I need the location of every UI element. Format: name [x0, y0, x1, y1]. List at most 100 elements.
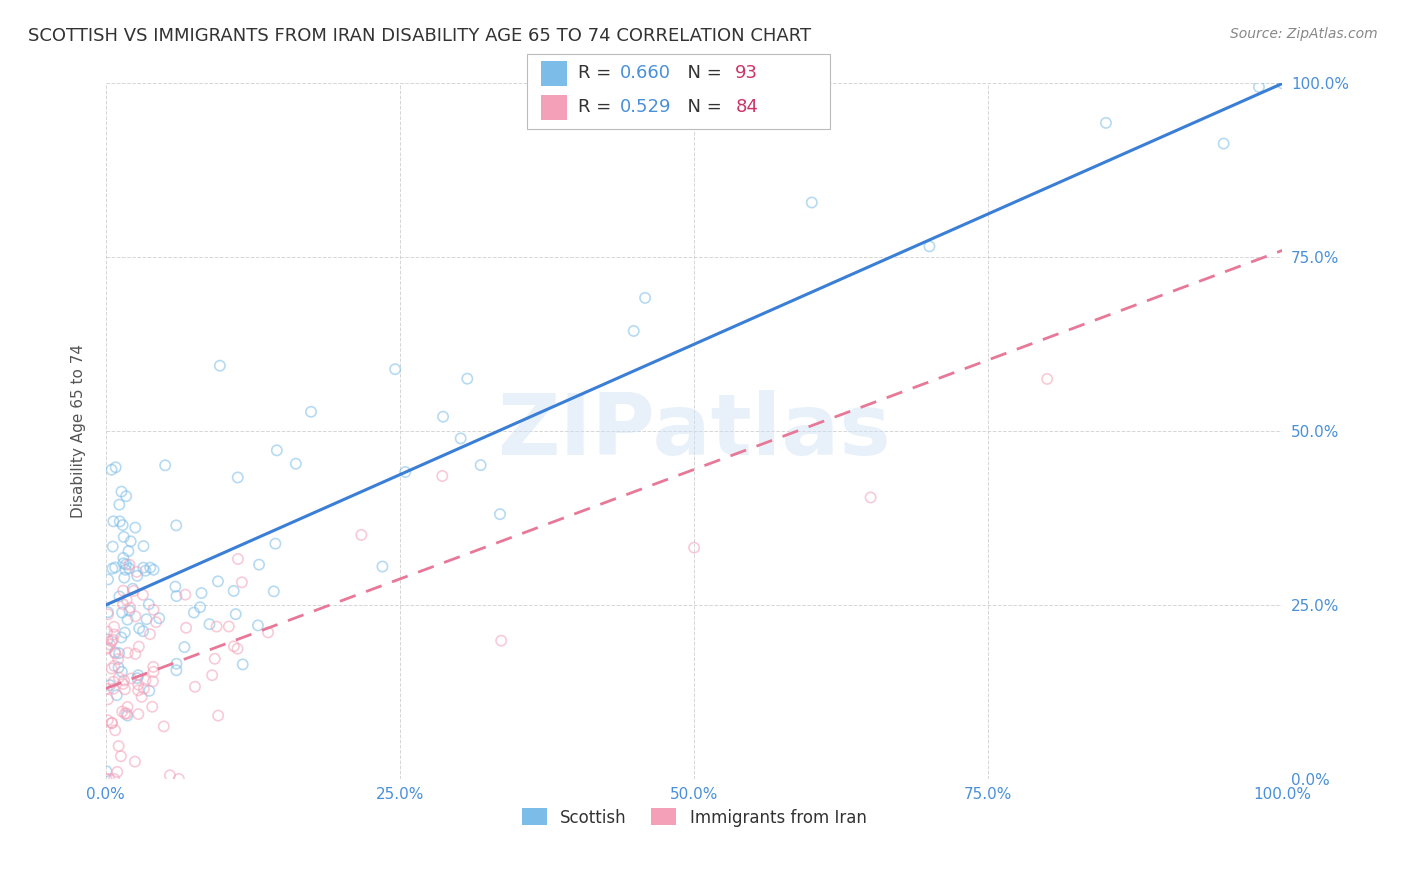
Point: [139, 560, 162, 574]
Point: [174, 621, 197, 635]
Point: [112, 677, 135, 691]
Point: [225, 607, 247, 622]
Point: [120, 534, 142, 549]
Point: [127, 707, 149, 722]
Point: [174, 588, 197, 602]
Text: N =: N =: [676, 64, 728, 82]
Point: [97, 632, 120, 647]
Point: [139, 627, 162, 641]
Point: [111, 606, 134, 620]
Text: N =: N =: [676, 98, 728, 116]
Point: [207, 708, 229, 723]
Point: [104, 460, 127, 475]
Point: [222, 640, 245, 654]
Point: [101, 561, 124, 575]
Point: [166, 589, 188, 603]
Point: [96, 772, 118, 786]
Point: [118, 604, 141, 618]
Point: [108, 671, 131, 685]
Point: [103, 514, 125, 528]
Point: [142, 660, 165, 674]
Point: [122, 583, 145, 598]
Point: [232, 657, 254, 672]
Point: [299, 405, 322, 419]
Point: [132, 539, 155, 553]
Point: [142, 674, 165, 689]
Point: [131, 690, 153, 704]
Legend: Scottish, Immigrants from Iran: Scottish, Immigrants from Iran: [515, 802, 873, 833]
Point: [371, 559, 394, 574]
Point: [118, 561, 141, 575]
Point: [1247, 79, 1270, 94]
Point: [222, 583, 245, 598]
Point: [103, 620, 125, 634]
Point: [96, 681, 118, 696]
Point: [138, 683, 160, 698]
Point: [115, 558, 138, 572]
Point: [112, 583, 135, 598]
Point: [489, 507, 512, 521]
Point: [153, 719, 176, 733]
Point: [384, 362, 406, 376]
Point: [103, 674, 125, 689]
Point: [456, 372, 478, 386]
Point: [145, 615, 167, 629]
Point: [231, 575, 253, 590]
Point: [111, 665, 134, 679]
Point: [114, 706, 136, 721]
Point: [101, 632, 124, 647]
Point: [394, 465, 416, 479]
Point: [165, 518, 187, 533]
Point: [918, 239, 941, 253]
Point: [100, 634, 122, 648]
Point: [470, 458, 492, 472]
Point: [800, 195, 823, 210]
Point: [98, 638, 121, 652]
Point: [205, 619, 228, 633]
Point: [450, 431, 472, 445]
Point: [105, 764, 128, 779]
Point: [112, 556, 135, 570]
Point: [266, 443, 288, 458]
Point: [104, 723, 127, 738]
Point: [173, 640, 195, 654]
Point: [112, 530, 135, 544]
Point: [350, 528, 373, 542]
Point: [198, 617, 221, 632]
Point: [117, 613, 139, 627]
Point: [247, 558, 270, 572]
Y-axis label: Disability Age 65 to 74: Disability Age 65 to 74: [72, 344, 86, 518]
Point: [138, 598, 160, 612]
Point: [114, 625, 136, 640]
Point: [104, 560, 127, 574]
Point: [623, 324, 645, 338]
Point: [188, 600, 211, 615]
Text: R =: R =: [578, 64, 617, 82]
Text: Source: ZipAtlas.com: Source: ZipAtlas.com: [1230, 27, 1378, 41]
Point: [226, 470, 249, 484]
Point: [1271, 77, 1294, 91]
Text: R =: R =: [578, 98, 617, 116]
Point: [263, 584, 285, 599]
Point: [97, 713, 120, 727]
Point: [117, 708, 139, 723]
Point: [120, 600, 142, 615]
Point: [165, 657, 187, 671]
Point: [153, 458, 176, 473]
Point: [110, 484, 132, 499]
Point: [97, 607, 120, 622]
Point: [115, 706, 138, 721]
Point: [264, 536, 287, 550]
Point: [226, 641, 249, 656]
Point: [124, 755, 146, 769]
Point: [184, 680, 207, 694]
Point: [120, 672, 142, 686]
Text: 93: 93: [735, 64, 758, 82]
Point: [142, 665, 165, 679]
Point: [142, 603, 165, 617]
Point: [859, 491, 882, 505]
Point: [634, 291, 657, 305]
Point: [111, 597, 134, 611]
Point: [132, 624, 155, 639]
Point: [284, 457, 307, 471]
